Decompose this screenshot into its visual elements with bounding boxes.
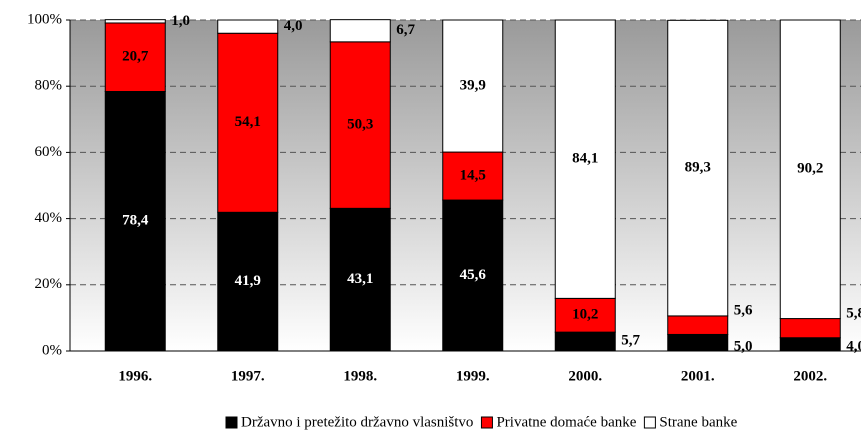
x-tick-label: 2002. <box>793 368 827 384</box>
x-tick-label: 1996. <box>118 368 152 384</box>
bar-segment <box>779 337 841 352</box>
x-tick-label: 1999. <box>456 368 490 384</box>
value-label: 4,0 <box>284 18 303 34</box>
value-label: 10,2 <box>572 307 598 323</box>
y-tick-label: 60% <box>35 144 63 160</box>
value-label: 54,1 <box>235 114 261 130</box>
value-label: 84,1 <box>572 151 598 167</box>
y-tick-label: 40% <box>35 210 63 226</box>
legend-label: Državno i pretežito državno vlasništvo <box>241 414 473 430</box>
bar-segment <box>442 151 504 201</box>
y-tick-label: 80% <box>35 78 63 94</box>
bar-segment <box>104 22 166 92</box>
bar-segment <box>329 41 391 209</box>
y-tick-label: 100% <box>27 11 62 27</box>
bar-segment <box>217 211 279 352</box>
legend-label: Strane banke <box>659 414 737 430</box>
value-label: 39,9 <box>460 77 486 93</box>
bar-segment <box>554 331 616 352</box>
value-label: 90,2 <box>797 161 823 177</box>
bar-segment <box>442 19 504 153</box>
bar-segment <box>667 333 729 352</box>
value-label: 45,6 <box>460 267 487 283</box>
value-label: 1,0 <box>171 13 190 29</box>
bar-segment <box>554 19 616 299</box>
value-label: 20,7 <box>122 49 149 65</box>
value-label: 50,3 <box>347 117 373 133</box>
x-tick-label: 1998. <box>343 368 377 384</box>
value-label: 43,1 <box>347 271 373 287</box>
bar-segment <box>667 315 729 335</box>
value-label: 14,5 <box>460 168 486 184</box>
legend-swatch <box>225 416 238 429</box>
legend-swatch <box>643 416 656 429</box>
y-tick-label: 0% <box>42 342 62 358</box>
value-label: 4,0 <box>846 338 861 354</box>
value-label: 5,7 <box>621 332 640 348</box>
value-label: 5,8 <box>846 306 861 322</box>
value-label: 6,7 <box>396 22 415 38</box>
x-tick-label: 2001. <box>681 368 715 384</box>
bar-segment <box>104 90 166 352</box>
bar-segment <box>104 19 166 24</box>
bar-segment <box>667 19 729 317</box>
value-label: 5,6 <box>734 303 753 319</box>
y-tick-label: 20% <box>35 276 63 292</box>
value-label: 5,0 <box>734 338 753 354</box>
bar-segment <box>779 19 841 320</box>
bar-segment <box>217 19 279 34</box>
value-label: 89,3 <box>685 160 711 176</box>
x-tick-label: 1997. <box>231 368 265 384</box>
bar-segment <box>329 19 391 43</box>
bar-segment <box>554 297 616 333</box>
value-label: 41,9 <box>235 273 261 289</box>
bar-segment <box>779 318 841 339</box>
bar-segment <box>329 207 391 352</box>
legend-label: Privatne domaće banke <box>496 414 636 430</box>
bar-segment <box>217 32 279 213</box>
legend-swatch <box>480 416 493 429</box>
x-tick-label: 2000. <box>568 368 602 384</box>
value-label: 78,4 <box>122 213 149 229</box>
